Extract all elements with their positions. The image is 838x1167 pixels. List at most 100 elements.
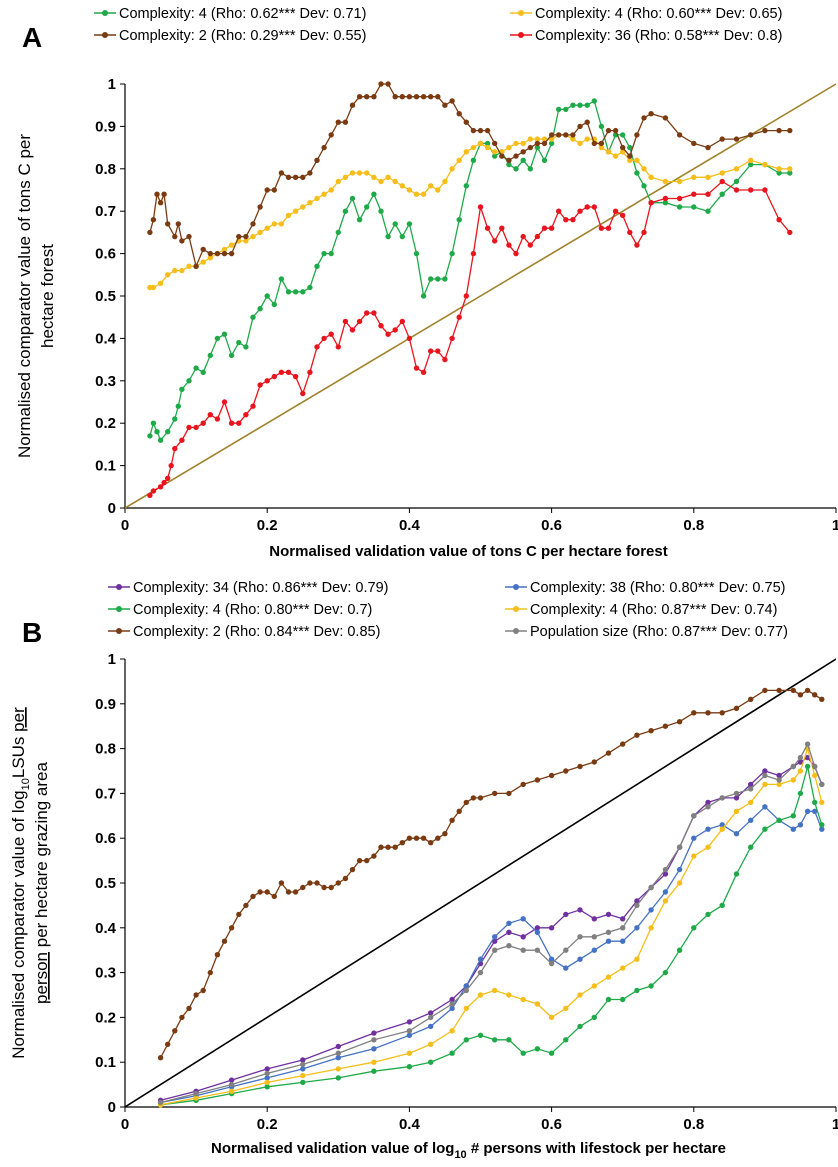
data-point [307, 200, 313, 206]
data-point [598, 123, 605, 130]
data-point [378, 208, 384, 214]
y-tick-label: 0.2 [95, 415, 116, 432]
data-point [797, 754, 804, 761]
subscript: 10 [20, 778, 32, 790]
data-point [506, 992, 512, 998]
data-point [605, 750, 612, 756]
data-point [335, 1075, 341, 1081]
data-point [691, 204, 697, 210]
data-point [150, 217, 157, 223]
data-point [787, 127, 793, 134]
data-point [264, 1075, 270, 1081]
data-point [506, 242, 512, 248]
data-point [349, 170, 356, 176]
data-point [648, 174, 654, 180]
data-point [776, 170, 782, 176]
legend-item-b-4: Complexity: 4 (Rho: 0.87*** Dev: 0.74) [505, 602, 777, 618]
data-point [278, 880, 285, 886]
data-point [577, 102, 583, 108]
data-point [463, 293, 469, 299]
data-point [228, 1088, 235, 1095]
data-point [228, 420, 235, 426]
data-point [719, 170, 725, 176]
data-point [300, 1072, 306, 1079]
data-point [819, 822, 825, 828]
data-point [648, 884, 654, 891]
text-span: # persons with lifestock per hectare [467, 1140, 726, 1157]
data-point [748, 799, 754, 806]
data-point [527, 136, 533, 142]
data-point [356, 857, 363, 864]
data-point [307, 369, 313, 375]
series-a-3 [147, 81, 793, 269]
data-point [577, 140, 583, 147]
legend-label: Complexity: 2 (Rho: 0.84*** Dev: 0.85) [133, 624, 380, 640]
data-point [342, 119, 349, 125]
data-point [264, 1084, 270, 1090]
data-point [634, 132, 640, 138]
data-point [812, 772, 818, 779]
data-point [563, 1037, 569, 1043]
data-point [513, 250, 519, 257]
data-point [591, 1014, 597, 1021]
data-point [804, 741, 811, 747]
data-point [570, 217, 576, 223]
text-span: Normalised validation value of log [211, 1140, 454, 1157]
data-point [399, 233, 405, 240]
data-point [413, 94, 420, 100]
y-axis-title-line-2-a: hectare forest [38, 244, 57, 348]
data-point [186, 1005, 192, 1012]
series-a-2 [147, 132, 793, 291]
data-point [463, 987, 469, 994]
data-point [435, 348, 441, 354]
data-point [691, 925, 697, 931]
legend-marker [518, 32, 524, 38]
data-point [179, 437, 185, 443]
data-point [492, 140, 498, 147]
data-point [470, 144, 477, 151]
data-point [257, 204, 263, 210]
data-point [214, 250, 221, 257]
legend-item-a-4: Complexity: 36 (Rho: 0.58*** Dev: 0.8) [510, 28, 782, 44]
x-tick-label: 0.6 [541, 1116, 562, 1133]
data-point [200, 987, 206, 994]
data-point [541, 140, 548, 147]
data-point [492, 153, 498, 159]
x-axis-title-b: Normalised validation value of log10 # p… [211, 1140, 726, 1161]
data-point [534, 140, 541, 147]
data-point [207, 255, 213, 261]
data-point [563, 132, 569, 138]
data-point [335, 229, 341, 236]
y-tick-label: 0.2 [95, 1009, 116, 1026]
data-point [456, 808, 462, 814]
data-point [264, 187, 270, 193]
data-point [193, 1095, 199, 1101]
legend-item-a-3: Complexity: 2 (Rho: 0.29*** Dev: 0.55) [94, 28, 366, 44]
data-point [634, 157, 640, 163]
data-point [612, 153, 619, 159]
data-point [676, 844, 683, 850]
data-point [157, 200, 164, 206]
series-line [149, 180, 791, 496]
data-point [577, 907, 583, 913]
y-tick-label: 0.1 [95, 458, 116, 475]
legend-item-b-6: Population size (Rho: 0.87*** Dev: 0.77) [505, 624, 788, 640]
data-point [278, 221, 285, 227]
data-point [285, 889, 292, 895]
y-tick-label: 0.4 [95, 920, 117, 937]
data-point [506, 144, 512, 151]
data-point [748, 786, 754, 792]
data-point [541, 225, 548, 231]
data-point [719, 902, 725, 909]
y-tick-label: 0.9 [95, 118, 116, 135]
legend-marker [116, 628, 122, 634]
data-point [321, 335, 327, 342]
x-tick-label: 0 [121, 517, 129, 534]
data-point [787, 229, 793, 236]
data-point [563, 1005, 569, 1012]
data-point [321, 191, 327, 197]
plot-area-a [125, 81, 836, 509]
data-point [378, 178, 384, 185]
data-point [292, 289, 299, 295]
data-point [335, 119, 341, 125]
